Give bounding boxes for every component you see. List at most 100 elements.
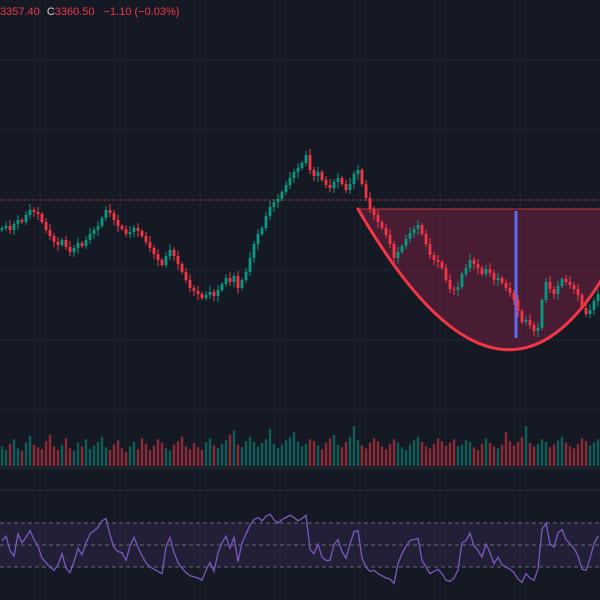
volume-bar [312, 441, 316, 466]
volume-bar [504, 432, 508, 466]
candle-body [236, 276, 240, 288]
candle-body [84, 240, 88, 246]
candle-body [408, 233, 412, 239]
volume-bar [540, 439, 544, 466]
volume-bar [356, 440, 360, 466]
candle-body [64, 240, 68, 247]
candle-body [0, 228, 4, 230]
volume-bar [392, 439, 396, 466]
volume-bar [552, 444, 556, 466]
candle-body [76, 243, 80, 248]
candle-body [344, 184, 348, 190]
candle-body [232, 276, 236, 282]
candle-body [504, 283, 508, 288]
candle-body [556, 286, 560, 294]
candle-body [304, 155, 308, 163]
volume-bar [308, 439, 312, 466]
candle-body [4, 226, 8, 228]
candle-body [452, 289, 456, 290]
candle-body [524, 320, 528, 322]
candle-body [68, 247, 72, 252]
volume-bar [132, 442, 136, 466]
rsi-pane [0, 513, 600, 585]
candle-body [464, 268, 468, 274]
volume-bar [480, 443, 484, 466]
candle-body [496, 278, 500, 280]
volume-bar [432, 443, 436, 466]
pattern-fill [358, 209, 600, 350]
candle-body [120, 226, 124, 229]
candle-body [92, 230, 96, 234]
candle-body [200, 294, 204, 298]
candle-body [128, 232, 132, 234]
candle-body [208, 292, 212, 295]
candle-body [188, 280, 192, 288]
volume-bar [448, 442, 452, 466]
candle-body [332, 182, 336, 188]
candle-body [508, 288, 512, 293]
volume-bar [100, 436, 104, 466]
volume-bar [184, 446, 188, 466]
candle-body [520, 311, 524, 322]
volume-bar [124, 451, 128, 466]
volume-bar [180, 436, 184, 466]
volume-bar [240, 447, 244, 466]
candle-body [596, 294, 600, 301]
volume-bar [588, 445, 592, 466]
candle-body [548, 282, 552, 289]
candle-body [536, 328, 540, 331]
volume-bar [160, 442, 164, 466]
volume-bar [408, 444, 412, 466]
volume-bar [128, 446, 132, 466]
volume-bar [16, 448, 20, 466]
volume-bar [0, 446, 4, 466]
candle-body [588, 310, 592, 314]
candle-body [140, 231, 144, 236]
candle-body [12, 224, 16, 230]
candle-body [316, 172, 320, 176]
volume-bar [304, 443, 308, 466]
candle-body [80, 243, 84, 246]
volume-bar [28, 435, 32, 466]
volume-bar [276, 448, 280, 466]
candle-body [364, 184, 368, 198]
legend-close-label: C [46, 6, 55, 18]
candle-body [116, 220, 120, 226]
volume-bar [216, 448, 220, 466]
candle-body [240, 280, 244, 288]
volume-bars [0, 426, 600, 466]
volume-bar [292, 432, 296, 466]
volume-bar [564, 442, 568, 466]
candle-body [352, 174, 356, 184]
volume-bar [32, 444, 36, 466]
volume-bar [156, 439, 160, 466]
volume-bar [196, 447, 200, 466]
candle-body [88, 234, 92, 240]
candle-body [40, 214, 44, 222]
candle-body [268, 207, 272, 216]
volume-bar [488, 442, 492, 466]
candle-body [584, 308, 588, 314]
candle-body [256, 234, 260, 244]
candle-body [216, 290, 220, 296]
volume-bar [52, 446, 56, 466]
candle-body [328, 185, 332, 188]
volume-bar [296, 442, 300, 466]
rsi-line [1, 513, 599, 585]
volume-bar [152, 445, 156, 466]
volume-bar [236, 444, 240, 466]
volume-bar [496, 448, 500, 466]
candle-body [164, 256, 168, 265]
volume-bar [460, 444, 464, 466]
volume-bar [172, 444, 176, 466]
candle-body [100, 218, 104, 226]
candle-body [580, 295, 584, 308]
rounded-bottom-curve [356, 207, 600, 352]
candle-body [272, 202, 276, 207]
volume-bar [208, 438, 212, 466]
candle-body [136, 228, 140, 231]
candle-body [388, 235, 392, 244]
candle-body [152, 248, 156, 254]
